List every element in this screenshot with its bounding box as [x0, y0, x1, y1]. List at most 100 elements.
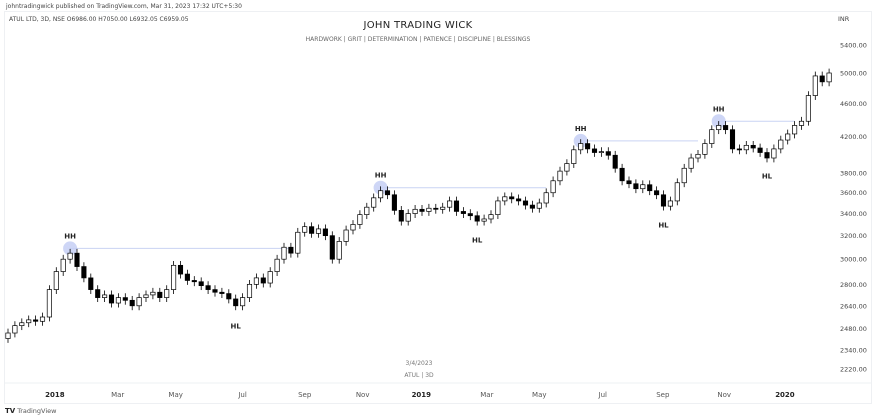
candle	[433, 203, 439, 214]
candle	[619, 163, 625, 186]
time-tick-label: Sep	[656, 391, 670, 399]
candle-body-down	[757, 147, 763, 153]
candle-body-up	[564, 163, 570, 172]
candle-body-down	[309, 226, 315, 234]
time-tick-label: May	[168, 391, 182, 399]
price-tick-label: 3600.00	[840, 189, 867, 197]
candle-body-down	[384, 190, 391, 196]
candle-body-down	[33, 319, 39, 322]
time-tick-label: Nov	[717, 391, 731, 399]
candle	[674, 178, 680, 206]
candle-body-up	[412, 208, 418, 214]
watermark-date: 3/4/2023	[406, 360, 433, 367]
candle-body-down	[467, 213, 473, 217]
candle-body-up	[378, 190, 384, 199]
candle	[350, 220, 356, 235]
watermark-symbol: ATUL | 3D	[404, 372, 434, 379]
candle	[516, 194, 522, 206]
candle-body-down	[654, 190, 660, 196]
candle-body-up	[426, 207, 432, 212]
candle	[108, 290, 115, 308]
candle	[267, 267, 273, 288]
time-tick-label: Jul	[598, 391, 608, 399]
candle-body-down	[157, 291, 163, 298]
candle	[598, 147, 604, 157]
candle-body-up	[792, 125, 798, 135]
candle	[198, 277, 204, 291]
candle-body-up	[12, 325, 18, 334]
candle	[302, 222, 308, 237]
candle	[19, 318, 25, 331]
candle	[502, 192, 508, 206]
candle-body-down	[81, 266, 87, 279]
candle	[440, 202, 446, 214]
candle-body-down	[260, 277, 266, 284]
candle-body-up	[495, 200, 501, 215]
candle	[274, 254, 280, 276]
candle	[81, 262, 87, 283]
candle-body-down	[723, 125, 729, 131]
chart-title: JOHN TRADING WICK	[363, 20, 473, 31]
candle-body-up	[150, 291, 156, 296]
candle	[219, 287, 225, 298]
candle-body-up	[5, 332, 11, 339]
candle	[522, 196, 529, 210]
time-tick-label: 2019	[412, 391, 432, 399]
candle-body-down	[391, 194, 397, 211]
candle	[53, 267, 59, 294]
candle-body-down	[605, 151, 611, 156]
candle	[591, 144, 598, 157]
candle	[343, 225, 349, 246]
candle	[177, 260, 184, 279]
candle	[819, 71, 825, 87]
candle	[281, 242, 287, 264]
candle-body-down	[619, 167, 625, 182]
candle-body-down	[212, 289, 218, 293]
candle	[481, 214, 487, 226]
candle-body-up	[702, 143, 708, 155]
candle-body-down	[322, 228, 328, 237]
candle-body-up	[502, 196, 508, 202]
candle-body-up	[350, 224, 356, 231]
candle	[398, 206, 404, 226]
candle-body-down	[108, 294, 115, 304]
candle	[571, 145, 577, 168]
candle	[329, 231, 335, 264]
time-tick-label: 2020	[775, 391, 795, 399]
candle	[605, 147, 611, 160]
candle	[95, 285, 101, 303]
candle	[67, 248, 73, 264]
candle-body-up	[716, 125, 722, 131]
candle-body-down	[74, 252, 80, 267]
higher-low-label: HL	[231, 322, 242, 330]
candle-body-down	[736, 148, 742, 151]
candle	[74, 248, 80, 271]
candle-body-up	[798, 120, 805, 126]
candle-body-down	[612, 154, 618, 169]
candle	[136, 293, 142, 311]
candle	[288, 242, 294, 258]
candle-body-up	[115, 297, 121, 304]
candle	[488, 210, 494, 224]
candle-body-down	[460, 211, 466, 214]
candle	[309, 222, 315, 238]
candle	[640, 180, 646, 194]
candle	[233, 294, 239, 311]
candle-body-up	[39, 316, 46, 322]
candle-body-down	[522, 200, 529, 206]
candle-body-up	[364, 206, 370, 215]
candle-body-up	[164, 289, 170, 298]
candle	[26, 315, 32, 328]
tradingview-footer[interactable]: TV TradingView	[5, 407, 56, 415]
candle-body-up	[805, 95, 811, 122]
candle-body-down	[198, 281, 204, 286]
candle	[460, 207, 466, 218]
candle	[357, 210, 363, 229]
candle	[564, 159, 570, 176]
time-tick-label: Mar	[111, 391, 124, 399]
candle-body-down	[660, 194, 667, 207]
candle	[115, 293, 121, 308]
candle-body-up	[695, 153, 701, 159]
